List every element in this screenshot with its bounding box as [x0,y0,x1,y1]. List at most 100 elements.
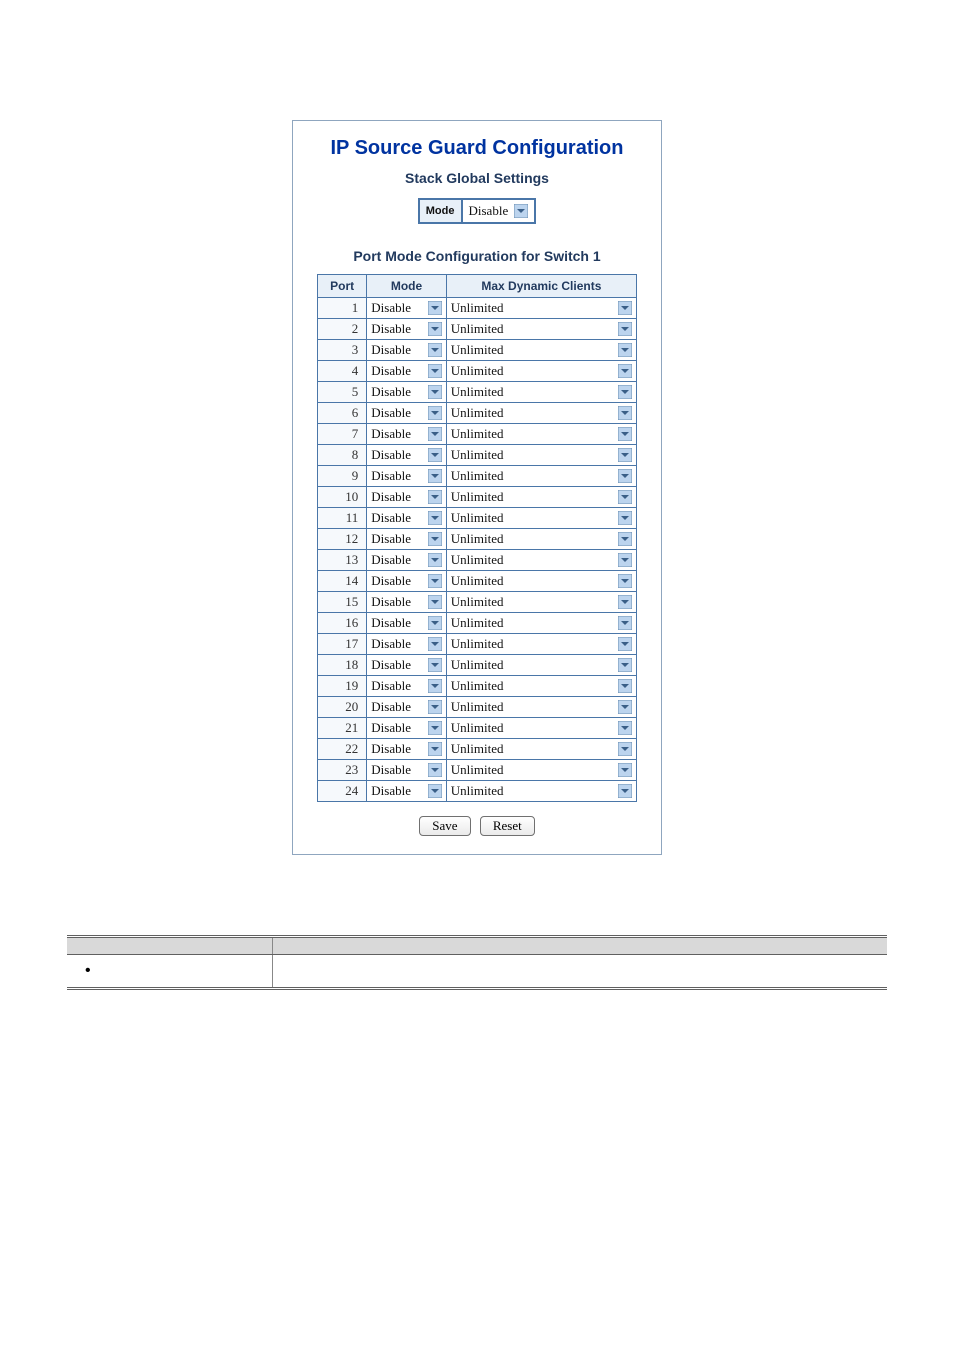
table-row: 9Disable Unlimited [318,466,637,487]
port-max-select[interactable]: Unlimited [446,508,636,529]
table-row: 17DisableUnlimited [318,634,637,655]
port-max-value: Unlimited [451,363,614,379]
chevron-down-icon [618,448,632,462]
port-mode-select[interactable]: Disable [367,298,446,319]
chevron-down-icon [618,364,632,378]
port-mode-value: Disable [371,699,423,715]
port-max-select[interactable]: Unlimited [446,424,636,445]
port-mode-select[interactable]: Disable [367,718,446,739]
chevron-down-icon [428,364,442,378]
chevron-down-icon [428,469,442,483]
stack-subtitle: Stack Global Settings [303,170,651,186]
port-max-value: Unlimited [451,573,614,589]
port-max-value: Unlimited [451,405,614,421]
port-mode-select[interactable]: Disable [367,424,446,445]
port-number: 14 [318,571,367,592]
chevron-down-icon [428,763,442,777]
port-mode-value: Disable [371,489,423,505]
doc-description-table: • [67,935,887,990]
port-number: 11 [318,508,367,529]
port-mode-select[interactable]: Disable [367,571,446,592]
port-max-select[interactable]: Unlimited [446,361,636,382]
port-max-select[interactable]: Unlimited [446,571,636,592]
chevron-down-icon [618,343,632,357]
chevron-down-icon [428,490,442,504]
port-number: 9 [318,466,367,487]
port-mode-value: Disable [371,426,423,442]
port-max-select[interactable]: Unlimited [446,676,636,697]
table-row: 7DisableUnlimited [318,424,637,445]
port-max-value: Unlimited [451,468,614,484]
port-max-select[interactable]: Unlimited [446,298,636,319]
port-mode-value: Disable [371,552,423,568]
reset-button[interactable]: Reset [480,816,535,836]
port-mode-value: Disable [371,510,423,526]
table-row: 20DisableUnlimited [318,697,637,718]
port-number: 15 [318,592,367,613]
port-max-select[interactable]: Unlimited [446,760,636,781]
port-number: 13 [318,550,367,571]
port-mode-value: Disable [371,363,423,379]
chevron-down-icon [618,511,632,525]
global-mode-select[interactable]: Disable [462,199,536,223]
port-mode-value: Disable [371,657,423,673]
port-max-select[interactable]: Unlimited [446,613,636,634]
port-max-select[interactable]: Unlimited [446,655,636,676]
port-mode-select[interactable]: Disable [367,319,446,340]
port-mode-value: Disable [371,384,423,400]
port-max-select[interactable]: Unlimited [446,466,636,487]
port-mode-select[interactable]: Disable [367,529,446,550]
port-number: 19 [318,676,367,697]
port-mode-select[interactable]: Disable [367,697,446,718]
port-max-select[interactable]: Unlimited [446,739,636,760]
port-max-value: Unlimited [451,783,614,799]
table-row: 23DisableUnlimited [318,760,637,781]
table-row: 4DisableUnlimited [318,361,637,382]
port-mode-select[interactable]: Disable [367,592,446,613]
port-mode-select[interactable]: Disable [367,466,446,487]
save-button[interactable]: Save [419,816,470,836]
port-mode-value: Disable [371,300,423,316]
port-max-select[interactable]: Unlimited [446,403,636,424]
port-mode-select[interactable]: Disable [367,676,446,697]
port-mode-value: Disable [371,342,423,358]
port-mode-select[interactable]: Disable [367,781,446,802]
port-mode-select[interactable]: Disable [367,445,446,466]
port-max-value: Unlimited [451,447,614,463]
chevron-down-icon [428,427,442,441]
port-mode-select[interactable]: Disable [367,403,446,424]
port-max-select[interactable]: Unlimited [446,634,636,655]
chevron-down-icon [428,658,442,672]
port-mode-select[interactable]: Disable [367,340,446,361]
port-max-select[interactable]: Unlimited [446,340,636,361]
chevron-down-icon [618,658,632,672]
doc-left-cell: • [67,955,272,989]
port-max-select[interactable]: Unlimited [446,445,636,466]
port-max-select[interactable]: Unlimited [446,529,636,550]
port-max-select[interactable]: Unlimited [446,382,636,403]
chevron-down-icon [428,574,442,588]
port-mode-select[interactable]: Disable [367,508,446,529]
port-max-select[interactable]: Unlimited [446,781,636,802]
port-max-select[interactable]: Unlimited [446,319,636,340]
port-mode-select[interactable]: Disable [367,550,446,571]
port-mode-select[interactable]: Disable [367,739,446,760]
port-max-select[interactable]: Unlimited [446,697,636,718]
port-mode-select[interactable]: Disable [367,760,446,781]
port-max-select[interactable]: Unlimited [446,592,636,613]
port-mode-select[interactable]: Disable [367,634,446,655]
table-row: 21DisableUnlimited [318,718,637,739]
port-max-select[interactable]: Unlimited [446,550,636,571]
port-mode-select[interactable]: Disable [367,655,446,676]
port-max-select[interactable]: Unlimited [446,718,636,739]
port-mode-value: Disable [371,678,423,694]
port-mode-select[interactable]: Disable [367,613,446,634]
port-max-select[interactable]: Unlimited [446,487,636,508]
port-mode-select[interactable]: Disable [367,361,446,382]
port-mode-select[interactable]: Disable [367,487,446,508]
chevron-down-icon [428,322,442,336]
table-row: 22DisableUnlimited [318,739,637,760]
table-row: 24DisableUnlimited [318,781,637,802]
config-panel: IP Source Guard Configuration Stack Glob… [292,120,662,855]
port-mode-select[interactable]: Disable [367,382,446,403]
